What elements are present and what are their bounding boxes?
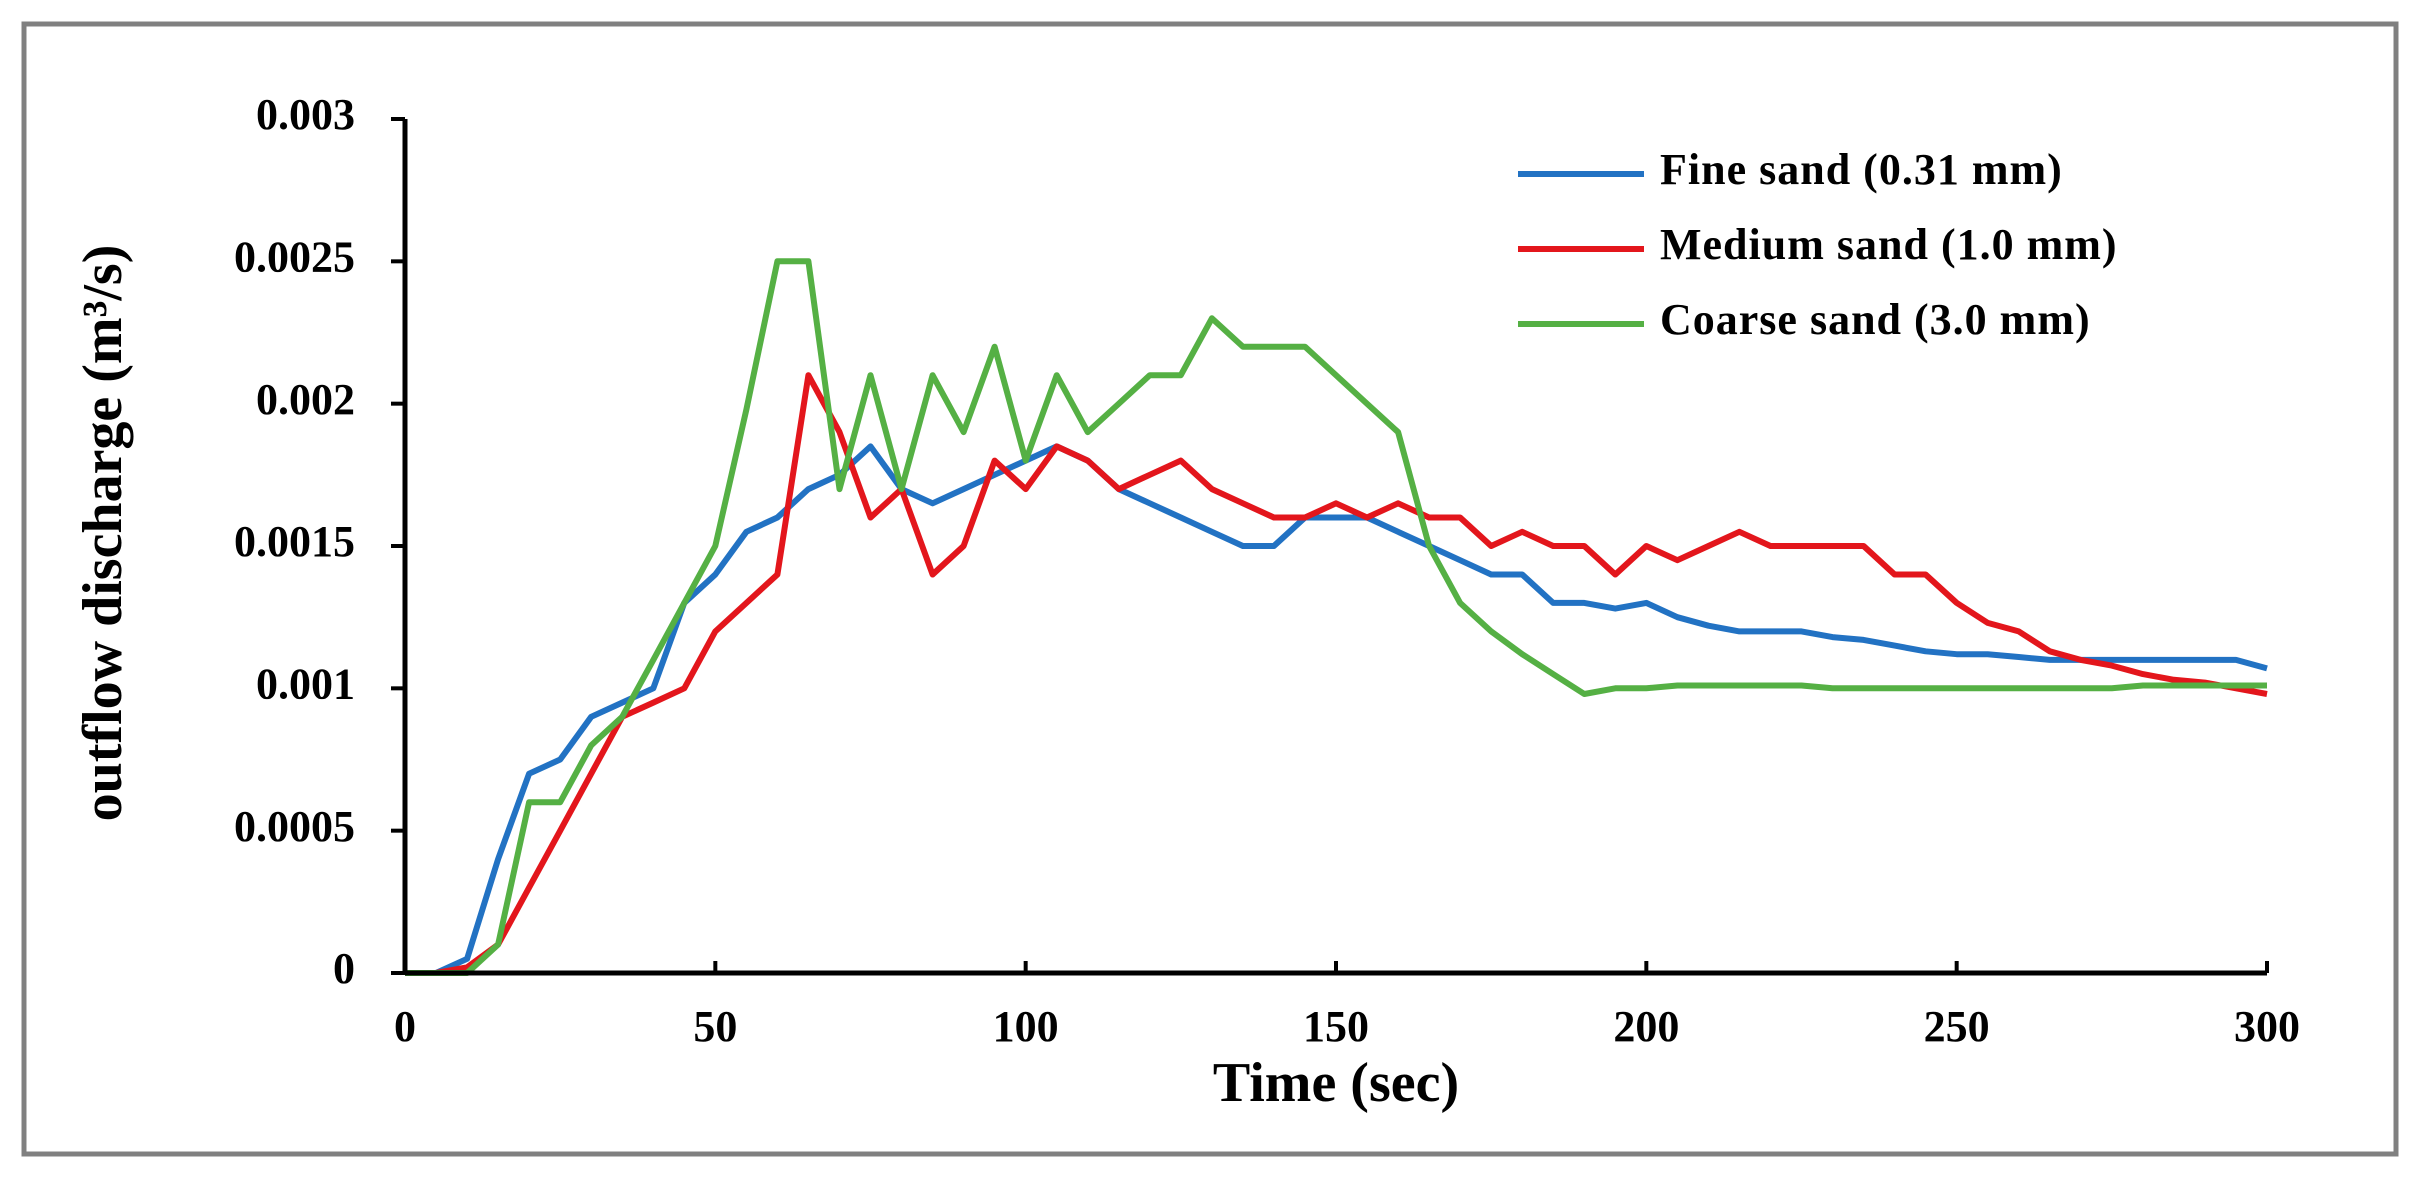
legend-label: Coarse sand (3.0 mm)	[1660, 295, 2091, 344]
y-tick-label: 0	[333, 944, 355, 993]
frame	[21, 21, 2399, 1157]
x-tick-label: 100	[993, 1002, 1059, 1051]
series-line	[405, 443, 2268, 976]
x-tick-label: 150	[1303, 1002, 1369, 1051]
y-tick-label: 0.003	[256, 90, 355, 139]
x-tick-label: 0	[394, 1002, 416, 1051]
x-axis-label: Time (sec)	[1213, 1052, 1459, 1114]
x-tick-label: 250	[1924, 1002, 1990, 1051]
legend-label: Fine sand (0.31 mm)	[1660, 145, 2063, 194]
x-tick-label: 200	[1613, 1002, 1679, 1051]
legend-label: Medium sand (1.0 mm)	[1660, 220, 2118, 269]
series-line	[405, 258, 2267, 976]
y-tick-label: 0.002	[256, 375, 355, 424]
series-line	[405, 372, 2268, 976]
y-tick-label: 0.001	[256, 659, 355, 708]
y-tick-label: 0.0015	[234, 517, 355, 566]
y-tick-label: 0.0005	[234, 802, 355, 851]
x-tick-label: 50	[693, 1002, 737, 1051]
y-tick-label: 0.0025	[234, 232, 355, 281]
y-axis-label: outflow discharge (m³/s)	[72, 245, 134, 822]
x-tick-label: 300	[2234, 1002, 2300, 1051]
